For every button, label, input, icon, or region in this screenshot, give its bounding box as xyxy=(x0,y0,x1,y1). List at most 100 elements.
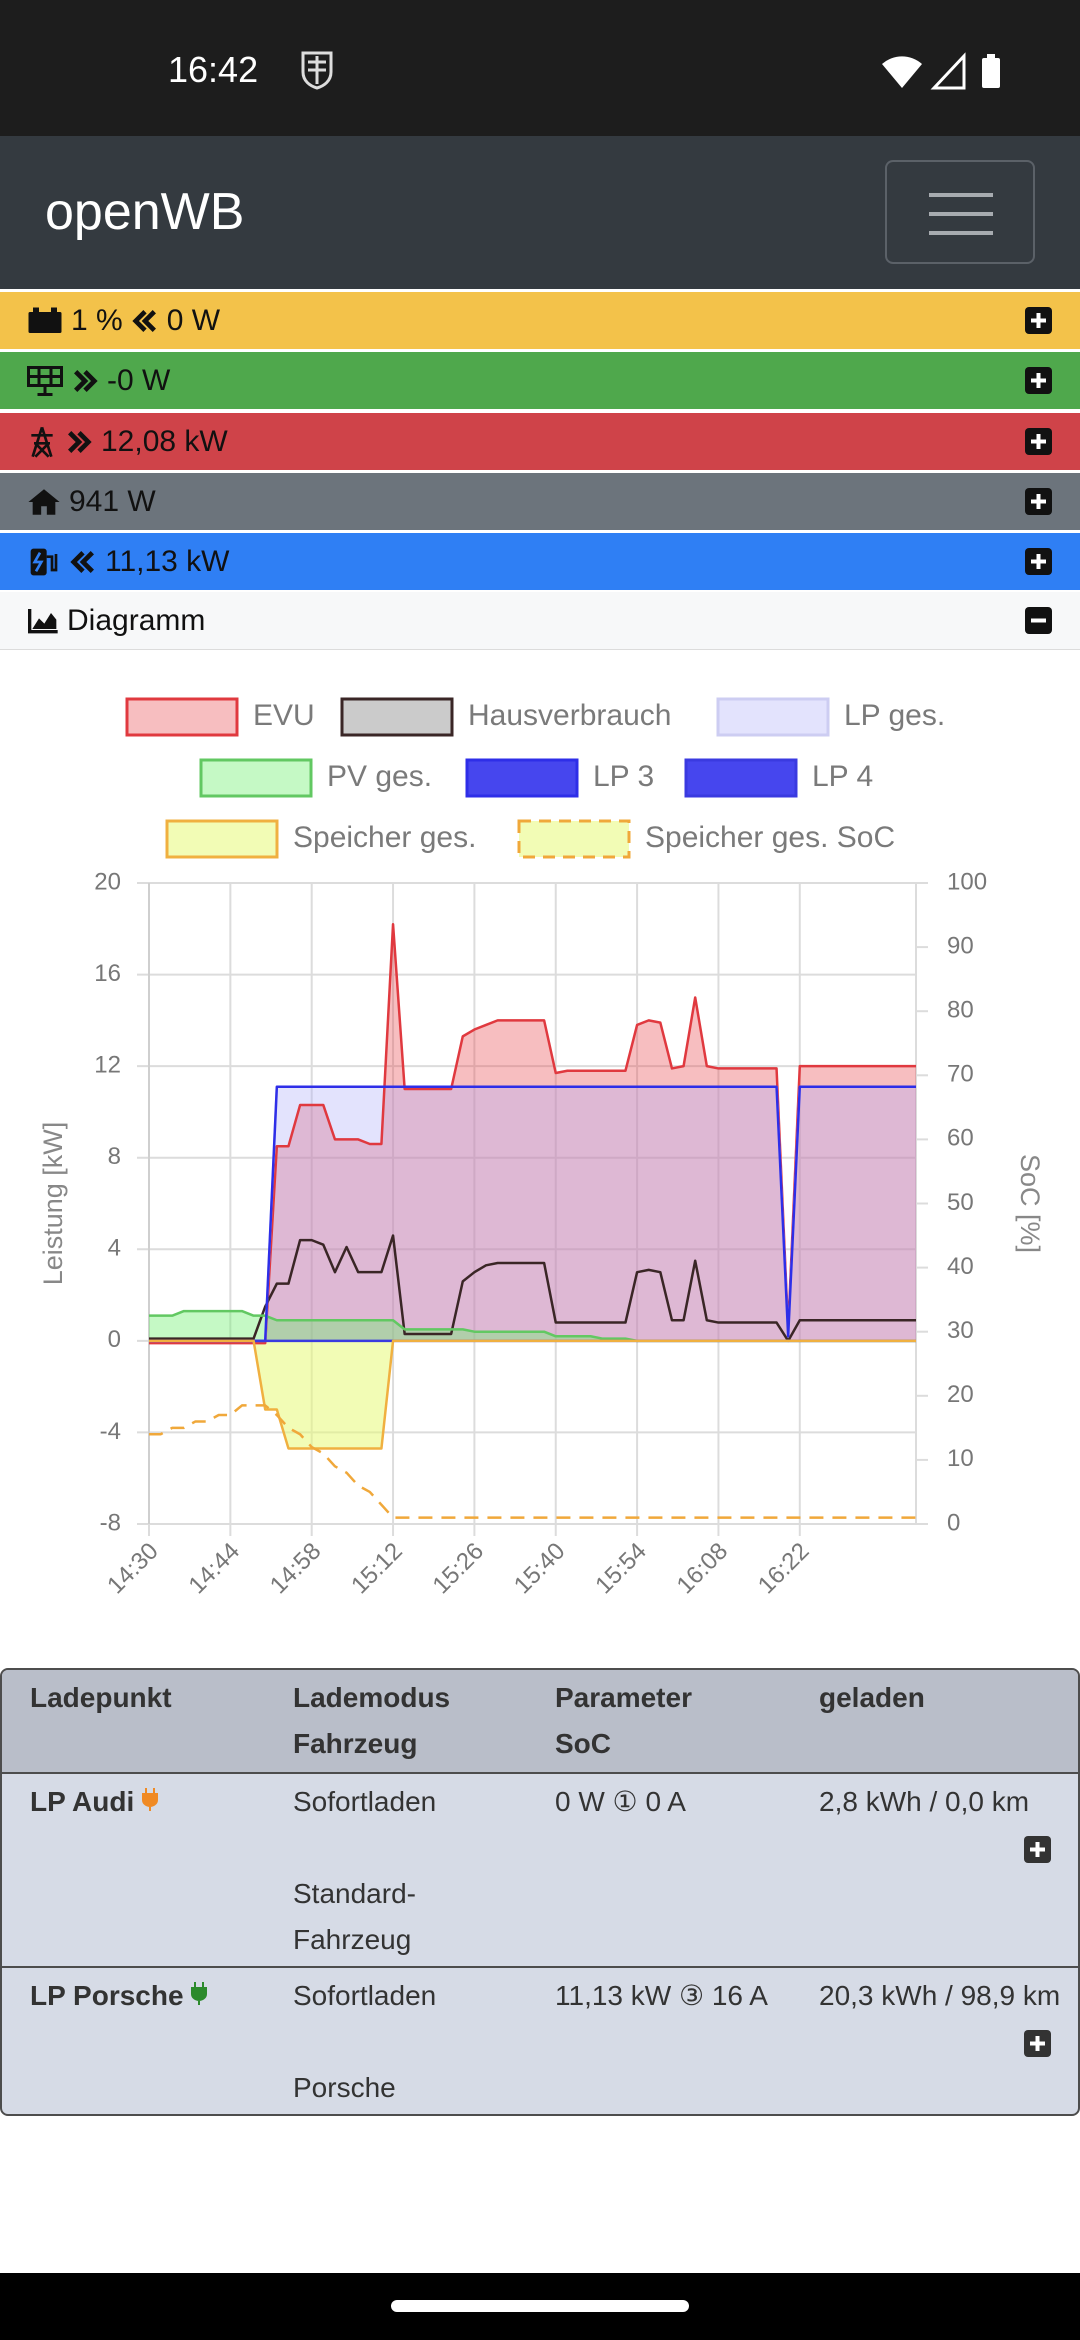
plus-sign xyxy=(1031,313,1046,328)
series-line xyxy=(149,1085,916,1343)
legend-swatch xyxy=(465,758,579,798)
expand-button[interactable] xyxy=(1025,488,1052,515)
legend-label: PV ges. xyxy=(327,760,432,793)
porsche-icon xyxy=(301,51,333,90)
x-tick-label: 14:58 xyxy=(265,1538,327,1600)
y-tick-label: 16 xyxy=(94,960,121,987)
expand-button[interactable] xyxy=(1024,1836,1051,1863)
clock: 16:42 xyxy=(168,49,259,90)
table-row: LP Porsche Sofortladen Porsche 11,13 kW ③… xyxy=(2,1968,1078,2114)
house xyxy=(28,488,60,515)
y2-tick-label: 100 xyxy=(947,868,987,895)
y-tick-label: 20 xyxy=(94,868,121,895)
signal-icon xyxy=(930,52,966,90)
plus-sign xyxy=(1031,373,1046,388)
home-indicator[interactable] xyxy=(391,2300,689,2312)
x-tick-label: 15:12 xyxy=(346,1538,408,1600)
column-header: Parameter SoC xyxy=(555,1675,810,1767)
y-tick-label: -8 xyxy=(100,1509,121,1536)
chevron xyxy=(68,430,92,453)
parameter: 11,13 kW ③ 16 A xyxy=(555,1980,768,2011)
crest-lines xyxy=(308,56,326,84)
chevrons-left xyxy=(132,309,156,332)
header-text: SoC xyxy=(555,1728,611,1759)
diagram-bar[interactable]: Diagramm xyxy=(0,592,1080,650)
charge-mode: Sofortladen xyxy=(293,1786,437,1817)
battery-bar[interactable]: 1 % 0 W xyxy=(0,292,1080,349)
solar-icon xyxy=(27,365,63,396)
plug xyxy=(142,1788,159,1811)
legend-swatch xyxy=(684,758,798,798)
menu-button[interactable] xyxy=(885,160,1035,264)
legend-label: LP ges. xyxy=(844,699,945,732)
y2-tick-label: 60 xyxy=(947,1125,974,1152)
series-area xyxy=(149,924,916,1344)
battery-soc: 1 % xyxy=(71,303,123,337)
table-row: LP Audi Sofortladen Standard-Fahrzeug 0 W… xyxy=(2,1774,1078,1968)
expand-button[interactable] xyxy=(1024,2030,1051,2057)
chevrons-right xyxy=(68,430,92,453)
charge-mode: Sofortladen xyxy=(293,1980,437,2011)
collapse-button[interactable] xyxy=(1025,607,1052,634)
chart-icon xyxy=(28,608,58,633)
legend-label: LP 4 xyxy=(812,760,873,793)
pv-bar[interactable]: -0 W xyxy=(0,352,1080,409)
legend-label: Speicher ges. xyxy=(293,821,476,854)
expand-button[interactable] xyxy=(1025,367,1052,394)
parameter: 0 W ① 0 A xyxy=(555,1786,686,1817)
column-header: geladen xyxy=(819,1675,1064,1721)
plus-sign xyxy=(1031,494,1046,509)
grid-bar[interactable]: 12,08 kW xyxy=(0,413,1080,470)
header-text: Ladepunkt xyxy=(30,1682,172,1713)
panel xyxy=(27,365,63,396)
charged: 2,8 kWh / 0,0 km xyxy=(819,1786,1030,1817)
series-line xyxy=(149,1404,916,1519)
tower xyxy=(31,426,53,458)
y-tick-label: -4 xyxy=(100,1418,121,1445)
y2-tick-label: 50 xyxy=(947,1189,974,1216)
legend-label: Speicher ges. SoC xyxy=(645,821,895,854)
name-text: LP Audi xyxy=(30,1786,135,1817)
battery-icon xyxy=(982,58,1000,88)
charging-bar[interactable]: 11,13 kW xyxy=(0,533,1080,590)
chevrons-left xyxy=(70,550,94,573)
series-area xyxy=(149,1311,916,1341)
battery-cap xyxy=(987,54,995,59)
house-bar[interactable]: 941 W xyxy=(0,473,1080,530)
chevron xyxy=(132,309,156,332)
charge-point-name: LP Audi xyxy=(30,1779,280,1825)
y2-tick-label: 20 xyxy=(947,1381,974,1408)
column-header: Ladepunkt xyxy=(30,1675,280,1721)
header-text: Lademodus xyxy=(293,1682,451,1713)
wifi-icon xyxy=(882,56,922,88)
y-tick-label: 12 xyxy=(94,1051,121,1078)
y2-axis-title: SoC [%] xyxy=(1015,1154,1045,1253)
legend-swatch xyxy=(125,697,239,737)
plug xyxy=(191,1982,208,2005)
expand-button[interactable] xyxy=(1025,548,1052,575)
y2-tick-label: 70 xyxy=(947,1061,974,1088)
expand-button[interactable] xyxy=(1025,307,1052,334)
x-tick-label: 16:22 xyxy=(753,1538,815,1600)
grid-icon xyxy=(31,426,53,458)
crest xyxy=(301,51,333,90)
legend-label: LP 3 xyxy=(593,760,654,793)
chevron xyxy=(70,550,94,573)
brand[interactable]: openWB xyxy=(45,183,245,241)
table-header: Ladepunkt Lademodus Fahrzeug Parameter SoC… xyxy=(2,1670,1078,1774)
diagram-title: Diagramm xyxy=(67,603,206,637)
y-tick-label: 8 xyxy=(108,1143,121,1170)
series-area xyxy=(149,1340,916,1449)
chevron xyxy=(74,369,98,392)
charger-icon xyxy=(30,548,58,575)
legend-swatch xyxy=(517,819,631,859)
expand-button[interactable] xyxy=(1025,428,1052,455)
navigation-bar xyxy=(0,2273,1080,2340)
plug-icon xyxy=(142,1788,159,1811)
status-bar: 16:42 xyxy=(0,0,1080,136)
x-tick-label: 15:40 xyxy=(509,1538,571,1600)
navbar: openWB xyxy=(0,136,1080,289)
chart: EVU Hausverbrauch LP ges. PV ges. LP 3 LP 4 Sp… xyxy=(38,697,1045,1600)
y2-tick-label: 10 xyxy=(947,1445,974,1472)
